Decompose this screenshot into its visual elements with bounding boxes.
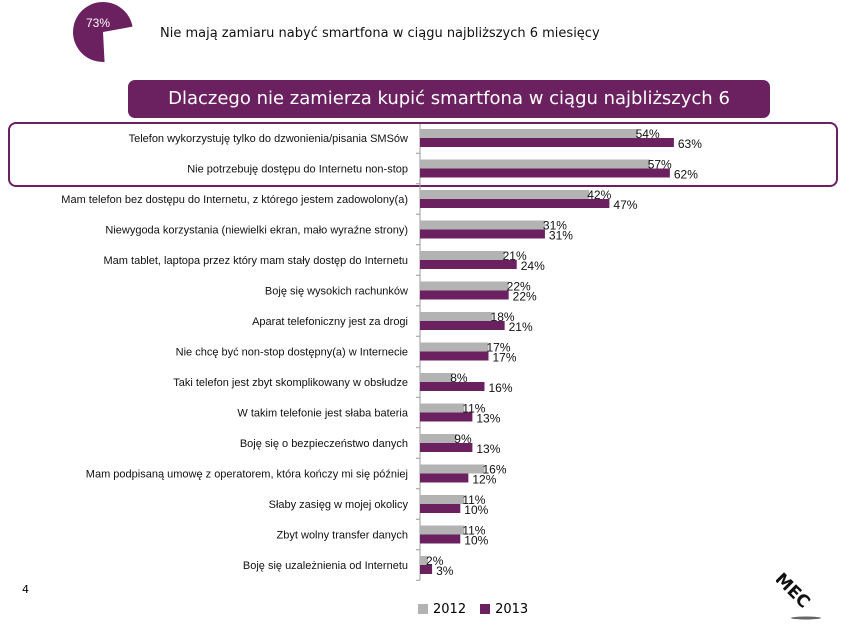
data-label-2012: 8%: [450, 371, 468, 385]
bar-2012: [420, 464, 485, 474]
subtitle: Nie mają zamiaru nabyć smartfona w ciągu…: [160, 26, 600, 41]
data-label-2013: 13%: [476, 442, 500, 456]
bar-2013: [420, 504, 461, 513]
bar-2012: [420, 220, 545, 230]
data-label-2012: 17%: [487, 341, 511, 355]
bar-2012: [420, 495, 465, 504]
data-label-2013: 10%: [464, 503, 488, 517]
bar-2012: [420, 129, 638, 138]
bar-2013: [420, 199, 610, 208]
page-number: 4: [22, 583, 29, 596]
legend-label: 2012: [433, 602, 467, 617]
category-label: Telefon wykorzystuję tylko do dzwonienia…: [129, 133, 408, 145]
category-label: Nie chcę być non-stop dostępny(a) w Inte…: [176, 347, 408, 359]
pie-slice-73: [73, 1, 133, 62]
bar-2012: [420, 312, 493, 321]
data-label-2013: 31%: [549, 229, 573, 243]
bar-2013: [420, 351, 489, 361]
data-label-2012: 18%: [491, 310, 515, 324]
bar-2012: [420, 281, 509, 291]
category-label: Mam telefon bez dostępu do Internetu, z …: [61, 194, 408, 206]
legend: 2012 2013: [418, 602, 528, 617]
data-label-2012: 22%: [507, 280, 531, 294]
data-label-2012: 2%: [426, 554, 444, 568]
bar-2012: [420, 525, 465, 535]
data-label-2013: 16%: [488, 381, 512, 395]
bar-2013: [420, 290, 509, 300]
data-label-2012: 57%: [648, 158, 672, 172]
data-label-2012: 11%: [462, 402, 485, 416]
bar-2013: [420, 260, 517, 269]
legend-item-2013: 2013: [480, 602, 528, 617]
category-label: Taki telefon jest zbyt skomplikowany w o…: [173, 377, 408, 389]
bar-2013: [420, 412, 473, 422]
data-label-2012: 54%: [636, 127, 660, 141]
category-label: Mam tablet, laptopa przez który mam stał…: [104, 255, 408, 267]
bar-2013: [420, 382, 485, 391]
data-label-2013: 63%: [678, 137, 702, 151]
data-label-2013: 21%: [509, 320, 533, 334]
category-label: Aparat telefoniczny jest za drogi: [252, 316, 408, 328]
bar-2013: [420, 443, 473, 452]
data-label-2013: 22%: [513, 290, 537, 304]
bar-2012: [420, 403, 465, 413]
data-label-2012: 11%: [462, 493, 485, 507]
legend-swatch-2013: [480, 604, 491, 614]
data-label-2013: 12%: [472, 473, 496, 487]
bar-2013: [420, 321, 505, 330]
data-label-2012: 31%: [543, 219, 567, 233]
category-label: Nie potrzebuję dostępu do Internetu non-…: [187, 164, 408, 176]
highlight-box: [8, 122, 838, 187]
bar-2012: [420, 342, 489, 352]
mec-logo: MEC: [776, 569, 821, 620]
data-label-2013: 47%: [613, 198, 637, 212]
data-label-2012: 9%: [454, 432, 472, 446]
bar-2013: [420, 229, 545, 239]
pie-chart: 73%: [73, 1, 133, 62]
data-label-2013: 17%: [493, 351, 517, 365]
category-label: Słaby zasięg w mojej okolicy: [269, 499, 409, 511]
category-label: Zbyt wolny transfer danych: [277, 530, 408, 542]
bar-2012: [420, 556, 429, 565]
legend-item-2012: 2012: [418, 602, 466, 617]
data-label-2013: 62%: [674, 168, 698, 182]
category-label: Niewygoda korzystania (niewielki ekran, …: [105, 225, 408, 237]
bar-2013: [420, 168, 670, 178]
category-label: W takim telefonie jest słaba bateria: [237, 408, 408, 420]
data-label-2013: 24%: [521, 259, 545, 273]
bar-2012: [420, 159, 650, 169]
bar-2013: [420, 473, 469, 483]
data-label-2012: 21%: [503, 249, 527, 263]
bar-2012: [420, 190, 590, 199]
category-label: Boję się uzależnienia od Internetu: [243, 560, 408, 572]
data-label-2012: 16%: [482, 463, 506, 477]
data-label-2013: 3%: [436, 564, 454, 578]
bar-2013: [420, 565, 433, 574]
bar-2013: [420, 138, 674, 147]
category-label: Boję się wysokich rachunków: [265, 286, 408, 298]
data-label-2012: 11%: [462, 524, 485, 538]
pie-label: 73%: [86, 16, 110, 30]
category-label: Boję się o bezpieczeństwo danych: [240, 438, 408, 450]
legend-label: 2013: [495, 602, 529, 617]
bar-2012: [420, 251, 505, 260]
bar-2013: [420, 534, 461, 544]
bar-chart: Telefon wykorzystuję tylko do dzwonienia…: [61, 124, 702, 581]
data-label-2012: 42%: [587, 188, 611, 202]
category-label: Mam podpisaną umowę z operatorem, która …: [86, 469, 408, 481]
bar-2012: [420, 373, 453, 382]
data-label-2013: 13%: [476, 412, 500, 426]
data-label-2013: 10%: [464, 534, 488, 548]
legend-swatch-2012: [418, 604, 428, 614]
bar-2012: [420, 434, 457, 443]
svg-text:MEC: MEC: [776, 569, 814, 612]
